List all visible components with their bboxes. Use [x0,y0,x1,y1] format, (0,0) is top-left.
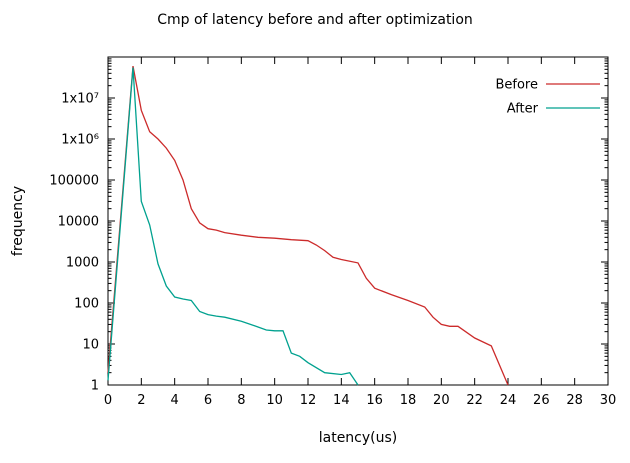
y-tick-label: 1x10⁶ [61,133,99,148]
x-tick-label: 30 [600,393,617,408]
y-axis-label: frequency [10,185,26,257]
x-tick-label: 26 [533,393,550,408]
series-line-before [107,65,509,386]
x-tick-label: 20 [433,393,450,408]
y-tick-label: 100 [74,297,99,312]
x-tick-label: 10 [266,393,283,408]
x-tick-label: 18 [400,393,417,408]
legend-label-before: Before [495,78,538,93]
x-axis-label: latency(us) [318,430,398,446]
x-tick-label: 0 [104,393,112,408]
x-tick-label: 24 [500,393,517,408]
x-tick-label: 12 [300,393,317,408]
y-tick-label: 1x10⁷ [61,92,99,107]
x-tick-label: 6 [204,393,212,408]
x-tick-label: 4 [171,393,179,408]
x-tick-label: 8 [237,393,245,408]
x-tick-label: 16 [366,393,383,408]
y-tick-label: 1 [91,379,99,394]
x-tick-label: 14 [333,393,350,408]
legend-label-after: After [507,102,539,117]
y-tick-label: 10 [82,338,99,353]
y-tick-label: 10000 [58,215,99,230]
x-tick-label: 22 [466,393,483,408]
x-tick-label: 28 [566,393,583,408]
series-line-after [107,67,359,386]
x-tick-label: 2 [137,393,145,408]
y-tick-label: 100000 [49,174,99,189]
y-tick-label: 1000 [66,256,99,271]
chart-title: Cmp of latency before and after optimiza… [157,12,473,28]
